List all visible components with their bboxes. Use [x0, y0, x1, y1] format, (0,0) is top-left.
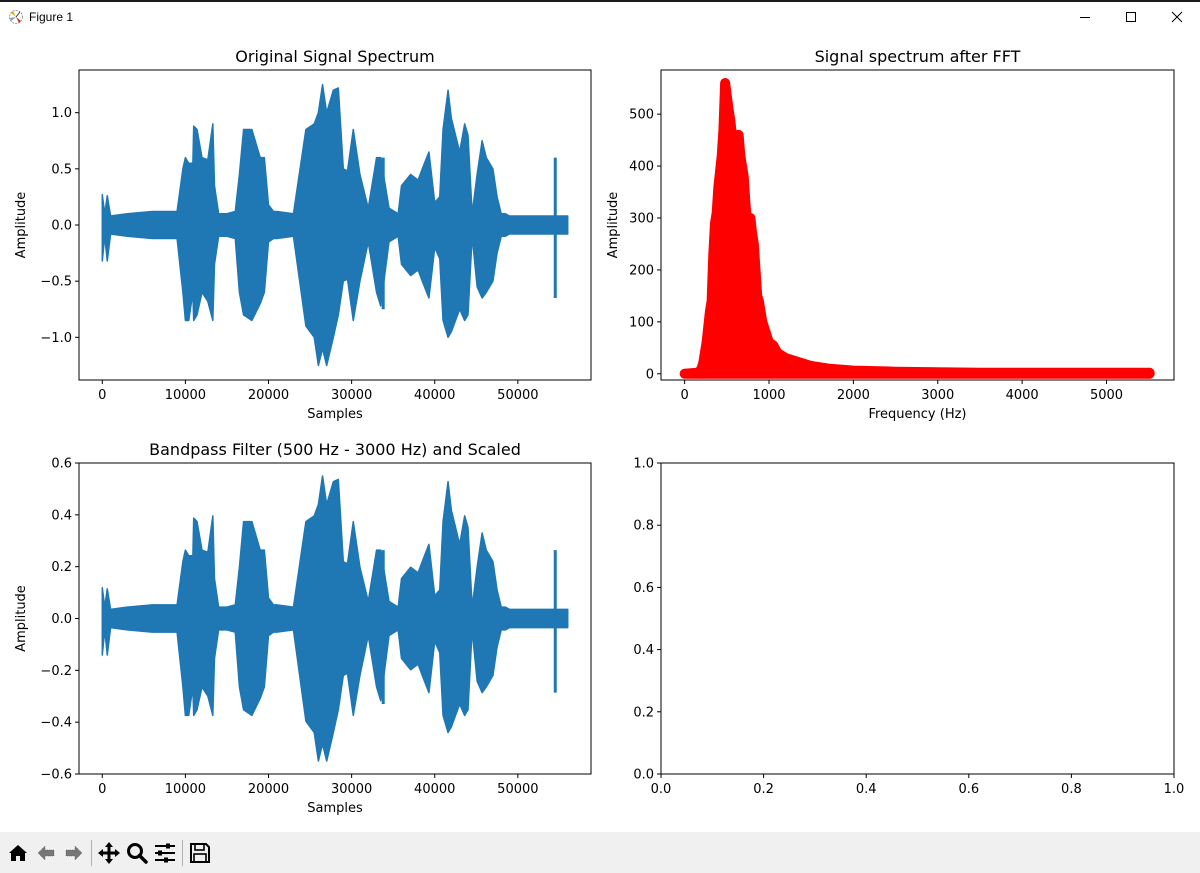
figure-canvas[interactable]: 1.0 0.5 0.0 −0.5 −1.0 0 10000 20000 30000 40000 50… [0, 32, 1200, 832]
maximize-icon [1126, 12, 1136, 22]
home-button[interactable] [4, 838, 32, 868]
configure-subplots-icon [155, 843, 175, 862]
x-tick-label: 30000 [331, 388, 372, 403]
close-button[interactable] [1154, 2, 1200, 32]
y-axis-label: Amplitude [606, 192, 621, 259]
empty-plot: 1.0 0.8 0.6 0.4 0.2 0.00.0 0.2 0.4 0.6 0.8 1.0 [633, 457, 1184, 798]
top-border [0, 0, 1200, 2]
y-tick-label: −0.2 [40, 664, 72, 679]
forward-icon [65, 844, 83, 861]
x-tick-label: 50000 [497, 782, 538, 797]
chart-title: Signal spectrum after FFT [815, 47, 1021, 66]
y-tick-label: 200 [629, 263, 654, 278]
toolbar-separator [91, 839, 92, 866]
y-tick-label: 0.2 [51, 560, 72, 575]
y-axis-label: Amplitude [14, 192, 29, 259]
axes-frame [660, 69, 1175, 381]
y-tick-label: 0.6 [633, 581, 654, 596]
x-tick-label: 0.2 [753, 782, 774, 797]
x-tick-label: 0 [98, 388, 106, 403]
x-tick-label: 3000 [921, 388, 954, 403]
plot-data [679, 77, 1155, 379]
zoom-icon [127, 842, 148, 864]
x-tick-label: 5000 [1090, 388, 1123, 403]
y-tick-label: −0.4 [40, 716, 72, 731]
y-tick-label: −0.6 [40, 768, 72, 783]
y-tick-label: 500 [629, 108, 654, 123]
plot-data [101, 83, 569, 367]
y-axis-label: Amplitude [14, 585, 29, 652]
forward-button[interactable] [60, 838, 88, 868]
y-tick-label: 0.0 [51, 219, 72, 234]
window-titlebar: Figure 1 [0, 2, 1200, 32]
matplotlib-app-icon [8, 9, 24, 25]
minimize-icon [1080, 17, 1090, 18]
x-tick-label: 0 [98, 782, 106, 797]
bandpass-filtered-plot: 0.6 0.4 0.2 0.0 −0.2 −0.4 −0.6 0 10000 20000 30000… [14, 440, 592, 816]
x-tick-label: 0 [680, 388, 688, 403]
x-tick-label: 2000 [837, 388, 870, 403]
maximize-button[interactable] [1108, 2, 1154, 32]
navigation-toolbar [0, 832, 1200, 873]
save-button[interactable] [186, 838, 214, 868]
y-tick-label: 0 [646, 367, 654, 382]
close-icon [1171, 11, 1183, 23]
y-tick-label: 100 [629, 315, 654, 330]
x-axis-label: Samples [307, 801, 363, 816]
y-tick-label: 300 [629, 211, 654, 226]
y-tick-label: −0.5 [40, 275, 72, 290]
chart-title: Original Signal Spectrum [235, 47, 434, 66]
x-tick-label: 0.6 [958, 782, 979, 797]
save-icon [190, 842, 210, 863]
minimize-button[interactable] [1062, 2, 1108, 32]
y-tick-label: 0.4 [633, 643, 654, 658]
x-tick-label: 0.0 [651, 782, 672, 797]
y-tick-label: 0.0 [51, 612, 72, 627]
chart-title: Bandpass Filter (500 Hz - 3000 Hz) and S… [149, 440, 521, 459]
y-tick-label: 0.8 [633, 519, 654, 534]
x-tick-label: 4000 [1006, 388, 1039, 403]
y-tick-label: 0.0 [633, 768, 654, 783]
x-tick-label: 10000 [165, 782, 206, 797]
pan-button[interactable] [95, 838, 123, 868]
x-tick-label: 1.0 [1164, 782, 1185, 797]
home-icon [9, 844, 27, 861]
axes-frame [660, 462, 1175, 775]
y-tick-label: 0.6 [51, 457, 72, 472]
x-tick-label: 20000 [248, 388, 289, 403]
x-tick-label: 30000 [331, 782, 372, 797]
x-tick-label: 50000 [497, 388, 538, 403]
y-tick-label: 0.2 [633, 705, 654, 720]
window-title: Figure 1 [29, 10, 74, 24]
y-tick-label: 1.0 [633, 457, 654, 472]
back-icon [37, 844, 55, 861]
x-tick-label: 1000 [752, 388, 785, 403]
toolbar-separator [182, 839, 183, 866]
back-button[interactable] [32, 838, 60, 868]
configure-subplots-button[interactable] [151, 838, 179, 868]
y-tick-label: 400 [629, 160, 654, 175]
plot-data [101, 475, 569, 762]
original-signal-plot: 1.0 0.5 0.0 −0.5 −1.0 0 10000 20000 30000 40000 50… [14, 47, 592, 422]
x-tick-label: 20000 [248, 782, 289, 797]
x-tick-label: 40000 [414, 388, 455, 403]
x-axis-label: Frequency (Hz) [868, 407, 966, 422]
zoom-button[interactable] [123, 838, 151, 868]
y-tick-label: −1.0 [40, 331, 72, 346]
y-tick-label: 0.4 [51, 508, 72, 523]
y-tick-label: 0.5 [51, 162, 72, 177]
y-tick-label: 1.0 [51, 106, 72, 121]
figure-svg: 1.00.50.0−0.5−1.00 10000 20000 30000 40000 50… [14, 47, 1184, 816]
x-tick-label: 40000 [414, 782, 455, 797]
x-tick-label: 0.4 [856, 782, 877, 797]
x-axis-label: Samples [307, 407, 363, 422]
pan-icon [98, 841, 120, 864]
x-tick-label: 0.8 [1061, 782, 1082, 797]
x-tick-label: 10000 [165, 388, 206, 403]
